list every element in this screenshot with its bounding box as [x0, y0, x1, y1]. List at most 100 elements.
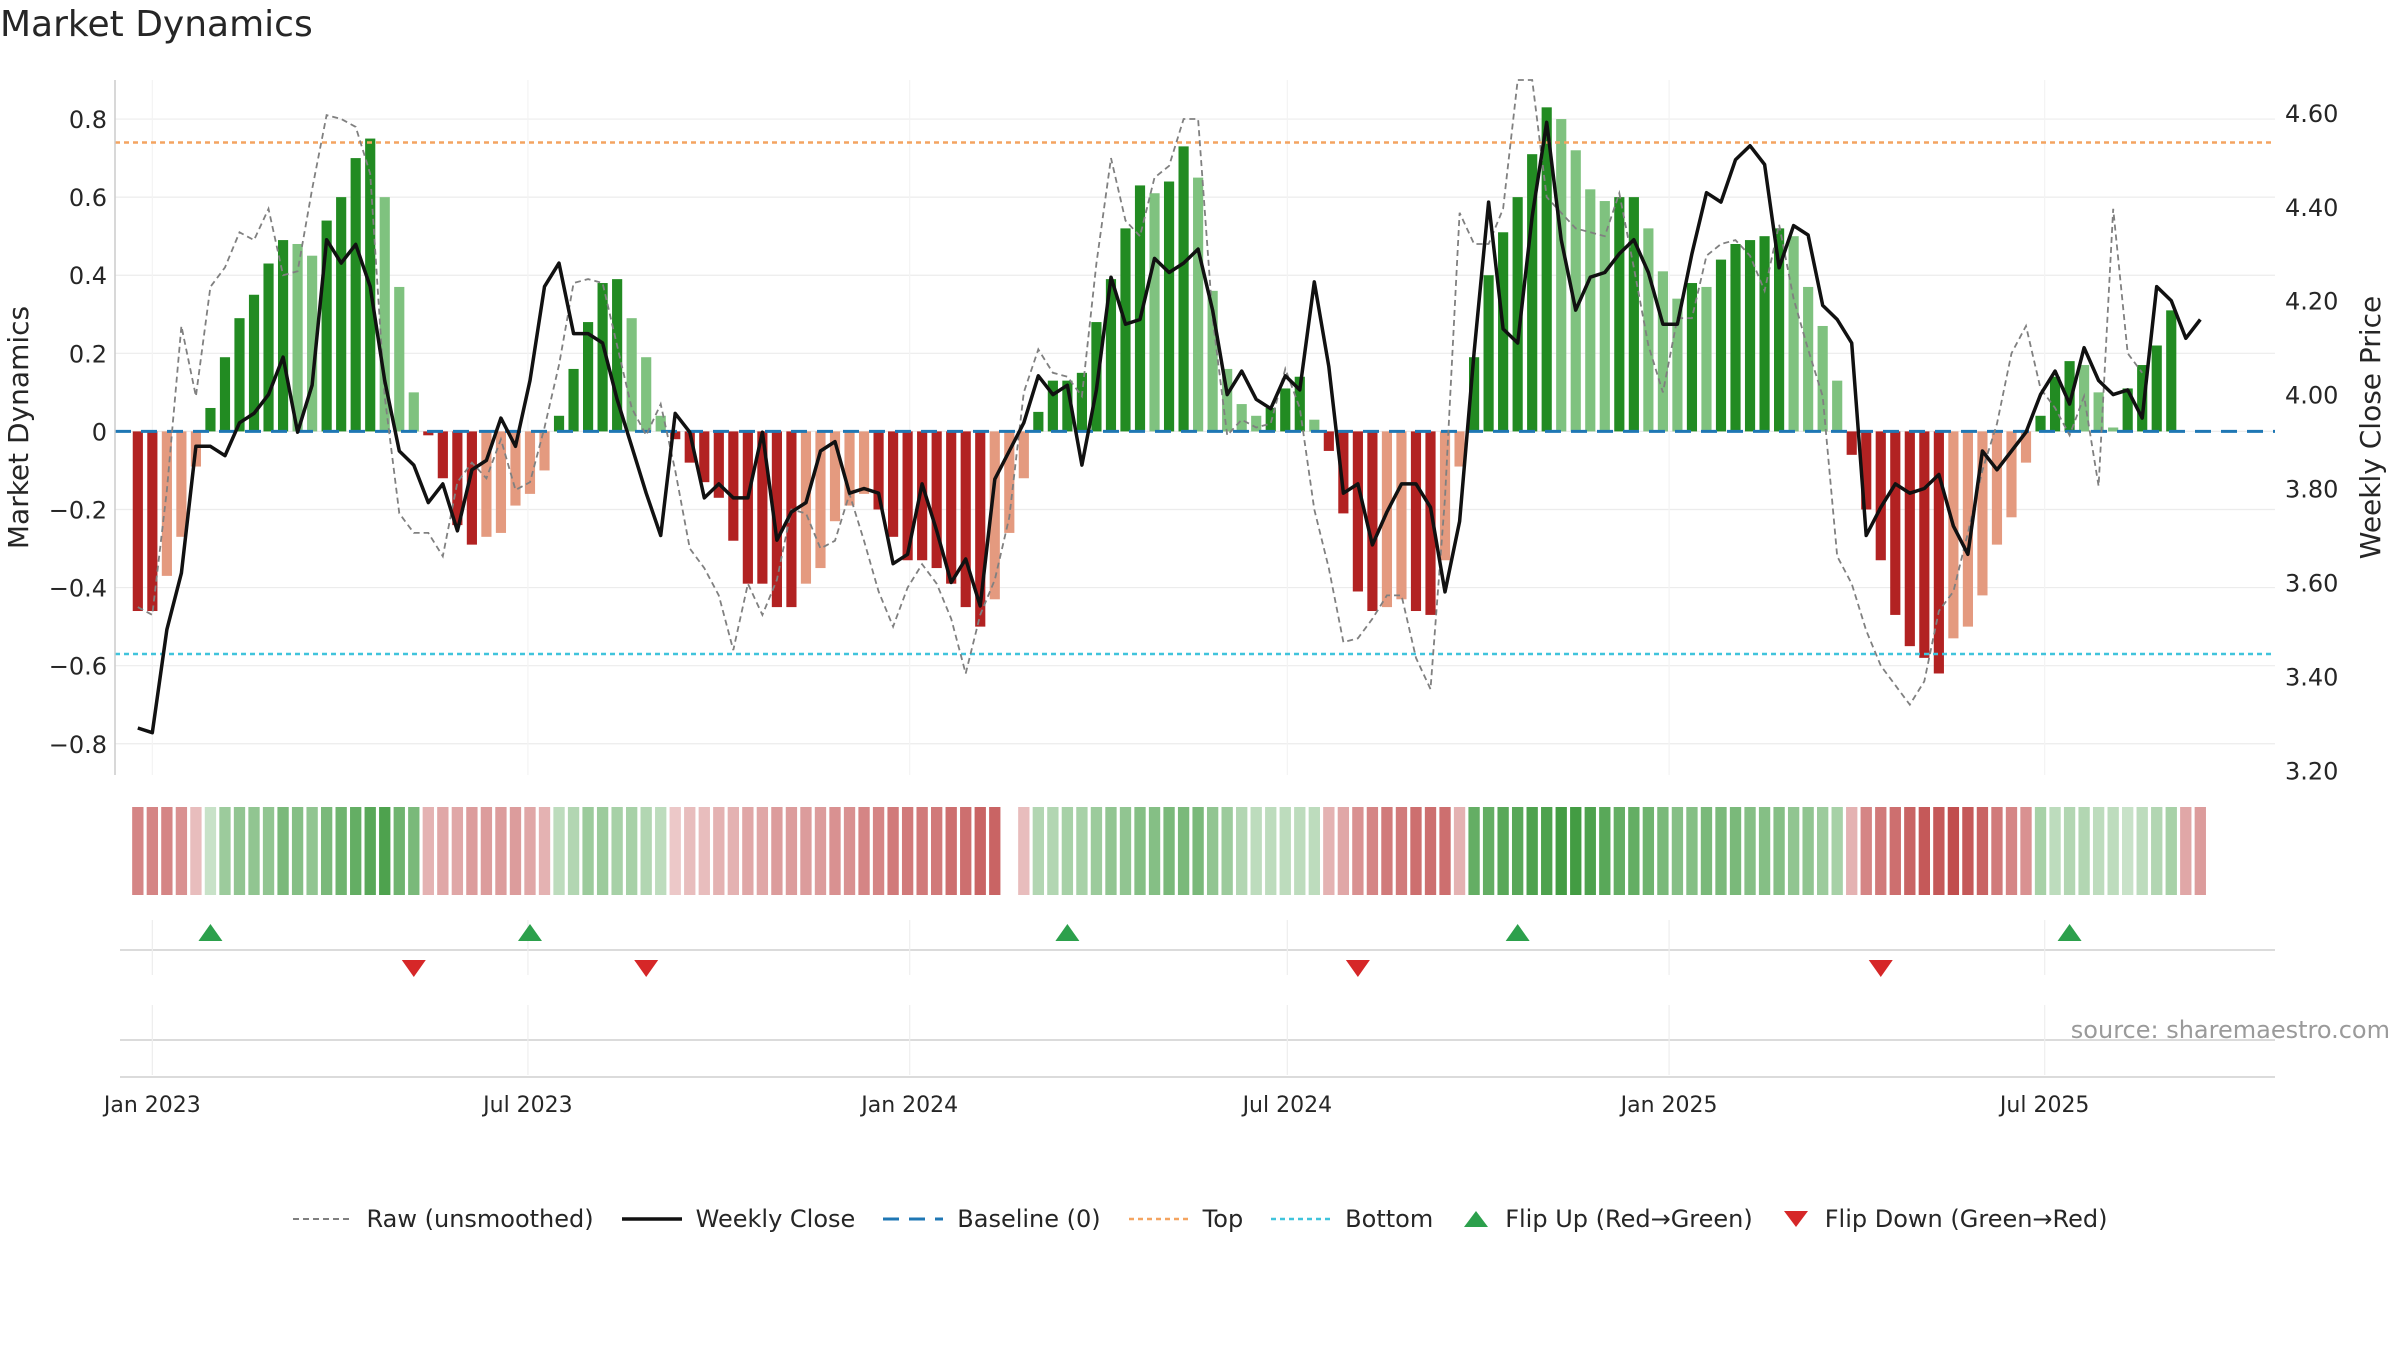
dynamics-bar — [888, 431, 899, 537]
dynamics-bar — [2108, 427, 2119, 432]
legend-label-bottom: Bottom — [1345, 1205, 1434, 1233]
regime-strip-cell — [640, 807, 652, 895]
dynamics-bar — [524, 431, 536, 494]
regime-strip-cell — [2165, 807, 2177, 895]
dynamics-bar — [1788, 236, 1799, 432]
dynamics-bar — [277, 240, 289, 432]
regime-strip-cell — [495, 807, 507, 895]
dynamics-bar — [1803, 286, 1814, 432]
dynamics-bar — [408, 392, 419, 432]
regime-strip-cell — [756, 807, 769, 895]
dynamics-bar — [1730, 243, 1741, 432]
dynamics-bar — [1686, 283, 1698, 432]
dynamics-bar — [815, 431, 826, 569]
regime-strip-cell — [960, 807, 972, 895]
raw-series-line — [137, 79, 2143, 707]
regime-strip-cell — [2107, 807, 2119, 895]
source-credit: source: sharemaestro.com — [2070, 1016, 2390, 1044]
regime-strip-cell — [248, 807, 260, 895]
dynamics-bar — [1614, 197, 1625, 432]
y-tick-label-right: 4.40 — [2285, 194, 2338, 222]
legend-bottom-swatch — [1271, 1217, 1332, 1221]
dynamics-bar — [495, 431, 507, 533]
dynamics-bar — [350, 158, 361, 432]
regime-strip-cell — [1613, 807, 1625, 895]
dynamics-bar — [873, 431, 884, 510]
regime-strip-cell — [2136, 807, 2148, 895]
dynamics-bar — [336, 197, 347, 432]
regime-strip-cell — [1976, 807, 1989, 895]
regime-strip-cell — [1265, 807, 1277, 895]
legend-item-flip-up: Flip Up (Red→Green) — [1461, 1205, 1753, 1233]
x-tick-label: Jan 2025 — [1619, 1093, 1718, 1118]
regime-strip-cell — [1889, 807, 1901, 895]
dynamics-bar — [539, 431, 550, 471]
dynamics-bar — [1367, 431, 1378, 612]
y-axis-label-right: Weekly Close Price — [2354, 296, 2387, 559]
legend-item-bottom: Bottom — [1271, 1205, 1433, 1233]
regime-strip-cell — [1846, 807, 1858, 895]
dynamics-bar — [1410, 431, 1422, 612]
regime-strip-cell — [872, 807, 885, 895]
regime-strip-cell — [1511, 807, 1524, 895]
regime-strip-cell — [989, 807, 1001, 895]
regime-strip-cell — [1933, 807, 1945, 895]
dynamics-bar — [1004, 431, 1015, 533]
legend-raw-swatch — [292, 1218, 353, 1220]
regime-strip-cell — [422, 807, 434, 895]
regime-strip-cell — [408, 807, 420, 895]
regime-strip-cell — [625, 807, 638, 895]
x-tick-label: Jul 2023 — [481, 1093, 573, 1118]
dynamics-bar — [1759, 236, 1770, 432]
dynamics-bar — [1846, 431, 1857, 455]
reference-lines — [115, 141, 2275, 656]
price-series — [137, 79, 2202, 735]
chart-title: Market Dynamics — [0, 4, 313, 45]
regime-strip-cell — [1526, 807, 1538, 895]
dynamics-bar — [844, 431, 855, 506]
regime-strip-cell — [2151, 807, 2163, 895]
legend-label-flip-up: Flip Up (Red→Green) — [1505, 1205, 1753, 1233]
dynamics-bar — [1904, 431, 1915, 647]
flip-down-marker — [401, 960, 426, 977]
dynamics-bar — [858, 431, 870, 494]
regime-strip-cell — [1628, 807, 1640, 895]
dynamics-bar — [1468, 357, 1480, 432]
x-tick-label: Jan 2024 — [859, 1093, 958, 1118]
legend-flip-up-swatch — [1464, 1211, 1489, 1227]
regime-strip-cell — [306, 807, 318, 895]
regime-strip-cell — [1744, 807, 1756, 895]
y-tick-label-right: 3.20 — [2285, 757, 2338, 785]
regime-strip-cell — [1729, 807, 1742, 895]
dynamics-bar — [1672, 298, 1683, 432]
y-tick-label-right: 4.00 — [2285, 382, 2338, 410]
dynamics-bar — [931, 431, 942, 569]
dynamics-bar — [946, 431, 957, 584]
regime-strip-cell — [350, 807, 362, 895]
dynamics-bar — [307, 255, 318, 432]
regime-strip-cell — [2034, 807, 2047, 895]
regime-strip-cell — [161, 807, 173, 895]
dynamics-bar — [466, 431, 477, 545]
y-tick-label-left: −0.2 — [49, 496, 107, 524]
regime-strip-cell — [713, 807, 725, 895]
dynamics-bar — [917, 431, 928, 561]
dynamics-bar — [975, 431, 986, 627]
regime-strip-cell — [1308, 807, 1320, 895]
dynamics-bar — [1381, 431, 1393, 608]
dynamics-bar — [1439, 431, 1451, 561]
regime-strip-cell — [1584, 807, 1596, 895]
dynamics-bar — [510, 431, 521, 506]
regime-strip-cell — [742, 807, 754, 895]
y-tick-label-left: −0.4 — [49, 575, 107, 603]
dynamics-bar — [2035, 415, 2046, 432]
flip-up-marker — [1055, 924, 1080, 941]
y-tick-label-right: 4.20 — [2285, 288, 2338, 316]
dynamics-bar — [960, 431, 971, 608]
dynamics-bar — [568, 368, 579, 432]
dynamics-bar — [147, 431, 158, 612]
regime-strip-cell — [1381, 807, 1393, 895]
regime-strip-cell — [901, 807, 914, 895]
flip-down-marker — [1868, 960, 1893, 977]
